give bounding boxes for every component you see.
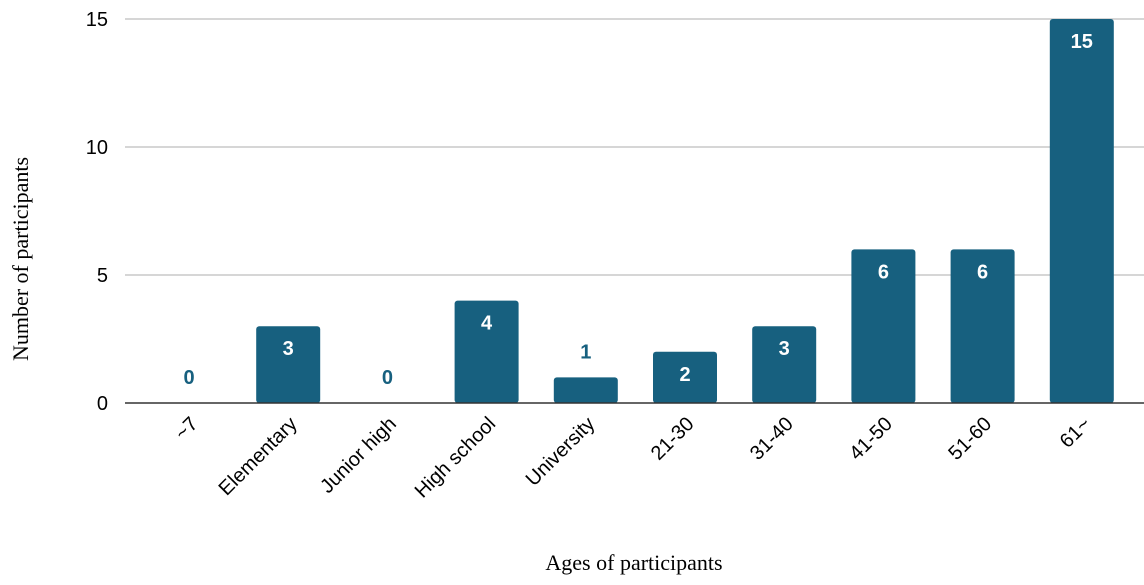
bar	[1049, 19, 1114, 403]
bar	[950, 249, 1015, 403]
x-axis-ticks: ~7 Elementary Junior high High school Univer…	[171, 413, 1095, 502]
bar	[454, 300, 519, 403]
bar-value-label: 3	[283, 338, 294, 360]
x-tick-label: High school	[411, 413, 500, 502]
bar-value-label: 1	[580, 341, 591, 363]
x-tick-label: Elementary	[215, 413, 302, 500]
bar-value-label: 0	[382, 367, 393, 389]
bar-value-label: 4	[481, 313, 493, 335]
bar-value-label: 0	[183, 367, 194, 389]
x-axis-title: Ages of participants	[545, 550, 722, 575]
x-tick-label: Junior high	[316, 413, 401, 498]
x-tick-label: 41-50	[845, 413, 897, 465]
bar	[653, 351, 717, 403]
x-tick-label: ~7	[171, 413, 203, 445]
x-tick-label: 51-60	[944, 413, 996, 465]
bar	[851, 249, 916, 403]
gridlines	[125, 18, 1144, 276]
bar	[256, 326, 321, 403]
bar-value-label: 6	[977, 261, 988, 283]
bar	[553, 377, 618, 403]
y-axis-title: Number of participants	[8, 157, 33, 361]
y-tick-label: 10	[86, 137, 108, 159]
y-tick-label: 0	[97, 393, 108, 415]
x-tick-label: 21-30	[647, 413, 699, 465]
y-axis-ticks: 0 5 10 15	[86, 9, 108, 415]
bar-data-labels: 0 3 0 4 1 2 3 6 6 15	[183, 31, 1092, 389]
x-tick-label: 61~	[1056, 413, 1096, 453]
y-tick-label: 15	[86, 9, 108, 31]
bar-value-label: 2	[679, 364, 690, 386]
bar-value-label: 6	[878, 261, 889, 283]
bars	[256, 19, 1114, 403]
bar	[752, 326, 817, 403]
bar-value-label: 3	[779, 338, 790, 360]
bar-value-label: 15	[1071, 31, 1093, 53]
x-tick-label: 31-40	[746, 413, 798, 465]
y-tick-label: 5	[97, 265, 108, 287]
x-tick-label: University	[522, 413, 600, 491]
